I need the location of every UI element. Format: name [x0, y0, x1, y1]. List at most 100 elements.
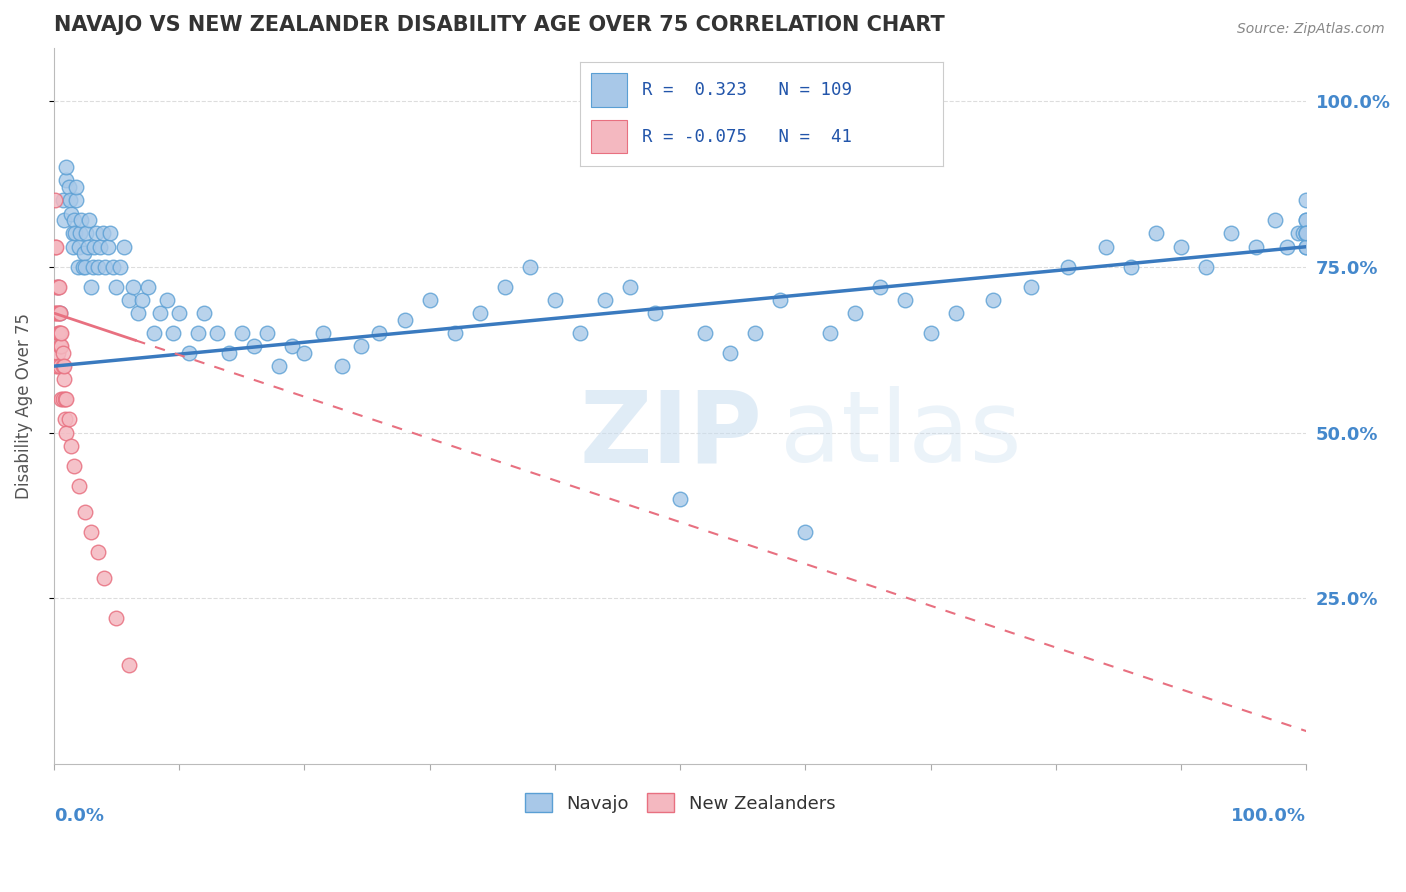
New Zealanders [46, 306, 69, 320]
Navajo [76, 240, 98, 254]
New Zealanders [51, 339, 73, 353]
Navajo [112, 240, 135, 254]
Navajo [1264, 213, 1286, 227]
New Zealanders [52, 359, 75, 373]
Navajo [519, 260, 541, 274]
New Zealanders [52, 359, 75, 373]
Text: 0.0%: 0.0% [53, 807, 104, 825]
New Zealanders [63, 458, 86, 473]
Navajo [143, 326, 166, 340]
Navajo [1057, 260, 1080, 274]
Navajo [269, 359, 291, 373]
Navajo [1295, 240, 1317, 254]
Navajo [1295, 240, 1317, 254]
Navajo [86, 260, 108, 274]
Navajo [105, 279, 128, 293]
New Zealanders [105, 611, 128, 625]
Navajo [312, 326, 335, 340]
New Zealanders [49, 339, 72, 353]
Navajo [149, 306, 172, 320]
Navajo [1295, 213, 1317, 227]
New Zealanders [48, 326, 70, 340]
New Zealanders [45, 279, 67, 293]
Navajo [1095, 240, 1118, 254]
Navajo [568, 326, 591, 340]
Navajo [136, 279, 159, 293]
Navajo [292, 346, 315, 360]
Text: ZIP: ZIP [579, 386, 762, 483]
Navajo [693, 326, 716, 340]
Navajo [55, 160, 77, 174]
Navajo [243, 339, 266, 353]
Navajo [73, 246, 96, 260]
New Zealanders [44, 240, 66, 254]
New Zealanders [53, 412, 76, 426]
Navajo [644, 306, 666, 320]
New Zealanders [45, 240, 67, 254]
Navajo [86, 227, 108, 241]
Navajo [256, 326, 278, 340]
New Zealanders [46, 326, 69, 340]
Navajo [101, 260, 124, 274]
Navajo [55, 173, 77, 187]
Navajo [52, 194, 75, 208]
Navajo [52, 213, 75, 227]
Navajo [330, 359, 353, 373]
Text: 100.0%: 100.0% [1232, 807, 1306, 825]
Navajo [769, 293, 792, 307]
Y-axis label: Disability Age Over 75: Disability Age Over 75 [15, 313, 32, 499]
Navajo [1144, 227, 1167, 241]
New Zealanders [49, 306, 72, 320]
Text: NAVAJO VS NEW ZEALANDER DISABILITY AGE OVER 75 CORRELATION CHART: NAVAJO VS NEW ZEALANDER DISABILITY AGE O… [53, 15, 945, 35]
Navajo [65, 194, 87, 208]
Navajo [844, 306, 866, 320]
Text: atlas: atlas [780, 386, 1022, 483]
Navajo [494, 279, 516, 293]
Navajo [60, 206, 83, 220]
Navajo [1019, 279, 1042, 293]
New Zealanders [45, 359, 67, 373]
Navajo [443, 326, 465, 340]
Navajo [218, 346, 240, 360]
New Zealanders [75, 505, 97, 519]
Navajo [155, 293, 177, 307]
New Zealanders [49, 359, 72, 373]
Navajo [63, 227, 86, 241]
Navajo [1291, 227, 1313, 241]
New Zealanders [52, 372, 75, 386]
New Zealanders [45, 306, 67, 320]
Navajo [1295, 194, 1317, 208]
Navajo [350, 339, 373, 353]
Navajo [167, 306, 190, 320]
Navajo [1295, 227, 1317, 241]
Navajo [49, 306, 72, 320]
Navajo [108, 260, 131, 274]
New Zealanders [93, 572, 115, 586]
New Zealanders [118, 657, 141, 672]
Navajo [193, 306, 215, 320]
New Zealanders [80, 524, 103, 539]
New Zealanders [44, 194, 66, 208]
New Zealanders [46, 346, 69, 360]
Navajo [1286, 227, 1309, 241]
New Zealanders [48, 279, 70, 293]
New Zealanders [51, 392, 73, 407]
Navajo [63, 213, 86, 227]
Navajo [69, 227, 91, 241]
Navajo [1220, 227, 1243, 241]
Navajo [744, 326, 766, 340]
Navajo [794, 524, 817, 539]
Navajo [72, 260, 94, 274]
Navajo [83, 240, 105, 254]
Navajo [66, 260, 89, 274]
Navajo [1170, 240, 1192, 254]
Navajo [368, 326, 391, 340]
New Zealanders [52, 392, 75, 407]
New Zealanders [86, 545, 108, 559]
Navajo [97, 240, 120, 254]
Navajo [820, 326, 842, 340]
Navajo [419, 293, 441, 307]
New Zealanders [51, 326, 73, 340]
New Zealanders [44, 306, 66, 320]
Navajo [187, 326, 209, 340]
